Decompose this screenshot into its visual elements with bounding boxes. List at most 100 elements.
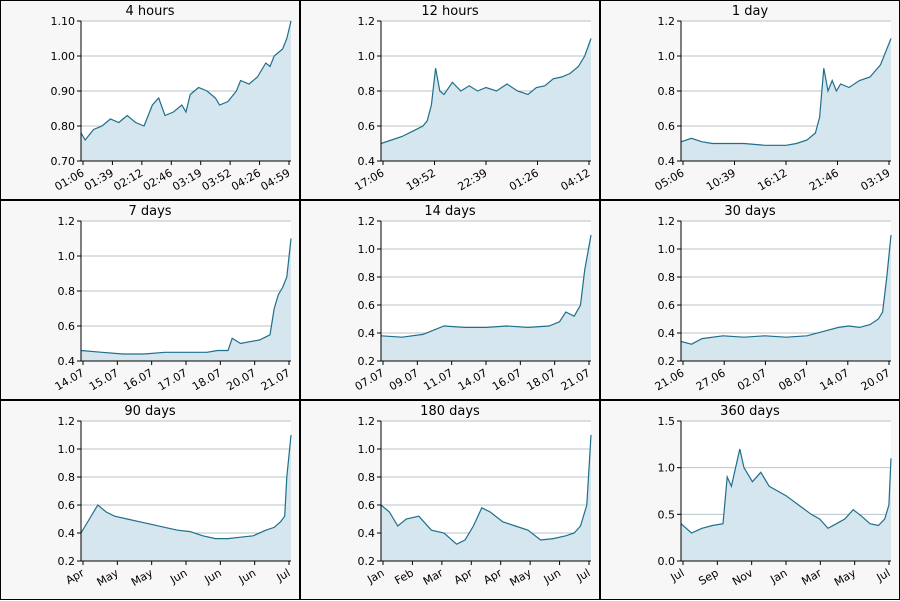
chart-svg: 0.2 0.4 0.6 0.8 1.0 1.2 21.06 27.06 02.07 08.07 14… — [653, 215, 893, 393]
x-tick-label: Jul — [874, 566, 893, 584]
chart-title: 7 days — [128, 204, 172, 219]
chart-title: 4 hours — [125, 4, 175, 19]
x-tick-label: 02:46 — [141, 166, 175, 193]
x-tick-label: 15.07 — [87, 366, 121, 393]
x-tick-label: 03:52 — [200, 166, 234, 193]
y-tick-label: 0.6 — [58, 499, 76, 512]
chart-title: 90 days — [124, 404, 176, 419]
x-tick-label: Sep — [696, 566, 720, 588]
series-line — [380, 234, 592, 338]
y-tick-label: 0.8 — [58, 471, 76, 484]
series-line — [80, 434, 292, 540]
x-tick-label: 01:06 — [53, 166, 87, 193]
x-tick-label: 16.07 — [490, 366, 524, 393]
x-tick-label: 19:52 — [404, 166, 438, 193]
series-line — [680, 38, 892, 146]
y-tick-label: 0.8 — [658, 85, 676, 98]
x-tick-label: Jul — [668, 566, 687, 584]
x-tick-label: 03:19 — [859, 166, 893, 193]
x-tick-label: Apr — [481, 566, 504, 587]
chart-title: 180 days — [420, 404, 480, 419]
chart-panel: 14 days 0.2 0.4 0.6 0.8 1.0 1.2 07.07 09.07 11.07… — [300, 200, 600, 400]
y-tick-label: 1.2 — [58, 215, 76, 228]
y-tick-label: 1.0 — [658, 50, 676, 63]
x-tick-label: 07.07 — [353, 366, 387, 393]
x-tick-label: 05:06 — [653, 166, 687, 193]
y-tick-label: 1.2 — [358, 15, 376, 28]
x-tick-label: Jan — [364, 566, 386, 586]
y-tick-label: 0.70 — [51, 155, 76, 168]
series-line — [380, 38, 592, 145]
chart-title: 360 days — [720, 404, 780, 419]
y-tick-label: 0.4 — [658, 155, 676, 168]
y-tick-label: 0.2 — [358, 555, 376, 568]
y-tick-label: 0.0 — [658, 555, 676, 568]
y-tick-label: 1.0 — [358, 443, 376, 456]
x-tick-label: 18.07 — [524, 366, 558, 393]
y-tick-label: 0.6 — [658, 120, 676, 133]
x-tick-label: 17.07 — [156, 366, 190, 393]
chart-panel: 30 days 0.2 0.4 0.6 0.8 1.0 1.2 21.06 27.06 02.07… — [600, 200, 900, 400]
x-tick-label: 03:19 — [170, 166, 204, 193]
y-tick-label: 0.5 — [658, 508, 676, 521]
x-tick-label: 22:39 — [456, 166, 490, 193]
y-tick-label: 1.2 — [58, 415, 76, 428]
x-tick-label: 04:26 — [229, 166, 263, 193]
y-tick-label: 1.5 — [658, 415, 676, 428]
series-area — [681, 235, 891, 361]
y-tick-label: 0.90 — [51, 85, 76, 98]
chart-title: 12 hours — [421, 4, 479, 19]
series-area — [381, 435, 591, 561]
series-line — [380, 434, 592, 545]
x-tick-label: Apr — [64, 566, 87, 587]
y-tick-label: 0.6 — [358, 299, 376, 312]
x-tick-label: 04:59 — [259, 166, 293, 193]
x-tick-label: Jun — [202, 566, 224, 586]
chart-svg: 0.4 0.6 0.8 1.0 1.2 14.07 15.07 16.07 17.07 18.07… — [53, 215, 293, 393]
y-tick-label: 0.4 — [358, 527, 376, 540]
y-tick-label: 0.4 — [58, 355, 76, 368]
x-tick-label: Mar — [799, 566, 824, 588]
x-tick-label: Jun — [541, 566, 563, 586]
y-tick-label: 0.6 — [358, 120, 376, 133]
x-tick-label: 14.07 — [53, 366, 87, 393]
x-tick-label: 20.07 — [224, 366, 258, 393]
x-tick-label: 18.07 — [190, 366, 224, 393]
x-tick-label: 27.06 — [694, 366, 728, 393]
x-tick-label: May — [507, 566, 534, 589]
y-tick-label: 1.0 — [358, 243, 376, 256]
x-tick-label: 21.07 — [259, 366, 293, 393]
x-tick-label: 09.07 — [387, 366, 421, 393]
x-tick-label: Jul — [274, 566, 293, 584]
x-tick-label: Nov — [730, 566, 756, 588]
y-tick-label: 1.10 — [51, 15, 76, 28]
x-tick-label: 02:12 — [111, 166, 145, 193]
y-tick-label: 1.00 — [51, 50, 76, 63]
y-tick-label: 0.6 — [658, 299, 676, 312]
y-tick-label: 0.2 — [358, 355, 376, 368]
chart-panel: 180 days 0.2 0.4 0.6 0.8 1.0 1.2 Jan Feb Mar Apr Ap… — [300, 400, 600, 600]
x-tick-label: 11.07 — [421, 366, 455, 393]
series-area — [381, 235, 591, 361]
y-tick-label: 0.4 — [58, 527, 76, 540]
x-tick-label: 21:46 — [807, 166, 841, 193]
series-line — [80, 20, 292, 142]
x-tick-label: May — [832, 566, 859, 589]
chart-title: 30 days — [724, 204, 776, 219]
chart-svg: 0.4 0.6 0.8 1.0 1.2 05:06 10:39 16:12 21:46 03:19 — [653, 15, 893, 193]
y-tick-label: 1.0 — [358, 50, 376, 63]
x-tick-label: 17:06 — [353, 166, 387, 193]
y-tick-label: 0.4 — [358, 155, 376, 168]
y-tick-label: 1.0 — [58, 250, 76, 263]
y-tick-label: 1.0 — [658, 243, 676, 256]
series-area — [81, 238, 291, 361]
y-tick-label: 0.8 — [58, 285, 76, 298]
x-tick-label: May — [95, 566, 122, 589]
y-tick-label: 0.2 — [58, 555, 76, 568]
y-tick-label: 0.8 — [358, 471, 376, 484]
chart-title: 14 days — [424, 204, 476, 219]
series-area — [81, 435, 291, 561]
y-tick-label: 0.80 — [51, 120, 76, 133]
chart-svg: 0.70 0.80 0.90 1.00 1.10 01:0601:3902:1202:46… — [51, 15, 293, 193]
